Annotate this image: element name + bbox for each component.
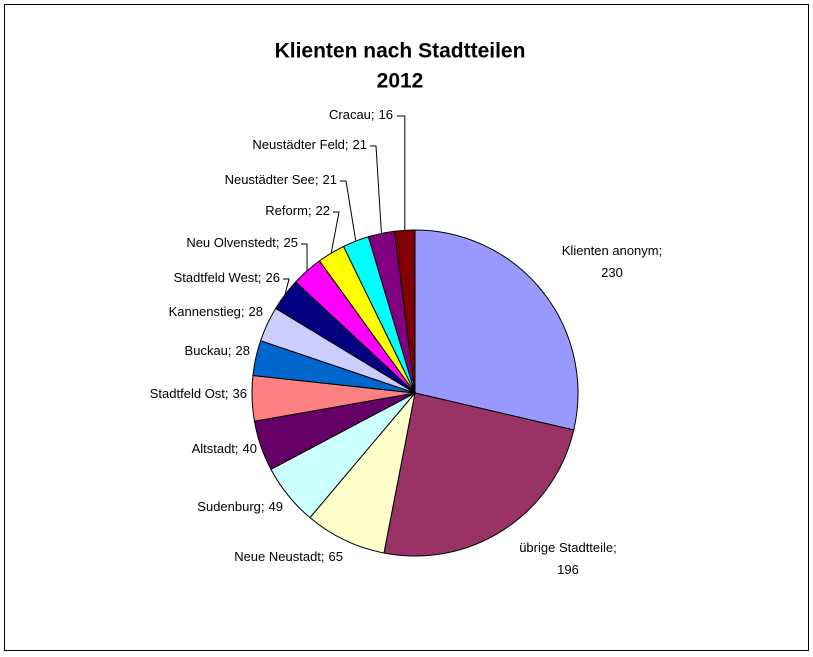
value-label: 21 bbox=[323, 172, 337, 187]
data-label: Reform; 22 bbox=[265, 203, 330, 218]
category-label: Stadtfeld Ost; bbox=[150, 386, 229, 401]
data-label: Neu Olvenstedt; 25 bbox=[186, 235, 298, 250]
data-label: Kannenstieg; 28 bbox=[169, 304, 263, 319]
data-label: Stadtfeld Ost; 36 bbox=[150, 386, 247, 401]
data-label: Sudenburg; 49 bbox=[197, 499, 283, 514]
value-label: 26 bbox=[266, 270, 280, 285]
value-label: 22 bbox=[316, 203, 330, 218]
category-label: Neue Neustadt; bbox=[234, 549, 324, 564]
category-label: Kannenstieg; bbox=[169, 304, 245, 319]
category-label: Stadtfeld West; bbox=[174, 270, 262, 285]
category-label: Neustädter See; bbox=[225, 172, 319, 187]
category-label: Neu Olvenstedt; bbox=[186, 235, 279, 250]
data-label: Altstadt; 40 bbox=[192, 441, 257, 456]
chart-title: Klienten nach Stadtteilen bbox=[275, 40, 526, 63]
leader-line bbox=[340, 180, 357, 242]
data-label: Neustädter Feld; 21 bbox=[252, 137, 367, 152]
data-label: Cracau; 16 bbox=[329, 107, 393, 122]
chart-subtitle: 2012 bbox=[377, 70, 424, 93]
value-label: 49 bbox=[269, 499, 283, 514]
category-label: Buckau; bbox=[185, 343, 232, 358]
category-label: Reform; bbox=[265, 203, 311, 218]
data-label: Neustädter See; 21 bbox=[225, 172, 337, 187]
pie-slice bbox=[383, 392, 575, 557]
value-label: 196 bbox=[557, 562, 579, 577]
value-label: 28 bbox=[236, 343, 250, 358]
value-label: 40 bbox=[243, 441, 257, 456]
leader-line bbox=[301, 243, 308, 271]
value-label: 21 bbox=[353, 137, 367, 152]
value-label: 25 bbox=[284, 235, 298, 250]
data-label: Neue Neustadt; 65 bbox=[234, 549, 343, 564]
data-label: Klienten anonym; 230 bbox=[562, 243, 662, 280]
category-label: übrige Stadtteile; bbox=[519, 540, 617, 555]
data-label: übrige Stadtteile; 196 bbox=[519, 540, 617, 577]
value-label: 65 bbox=[329, 549, 343, 564]
pie-slice bbox=[394, 229, 416, 394]
pie-slice bbox=[414, 229, 579, 431]
value-label: 16 bbox=[379, 107, 393, 122]
leader-line bbox=[283, 278, 290, 295]
value-label: 28 bbox=[249, 304, 263, 319]
category-label: Neustädter Feld; bbox=[252, 137, 348, 152]
value-label: 230 bbox=[601, 265, 623, 280]
category-label: Altstadt; bbox=[192, 441, 239, 456]
leader-line bbox=[370, 145, 382, 234]
category-label: Sudenburg; bbox=[197, 499, 264, 514]
leader-line bbox=[397, 115, 406, 231]
category-label: Klienten anonym; bbox=[562, 243, 662, 258]
data-label: Stadtfeld West; 26 bbox=[174, 270, 280, 285]
leader-line bbox=[330, 211, 340, 254]
data-label: Buckau; 28 bbox=[185, 343, 250, 358]
value-label: 36 bbox=[233, 386, 247, 401]
category-label: Cracau; bbox=[329, 107, 375, 122]
